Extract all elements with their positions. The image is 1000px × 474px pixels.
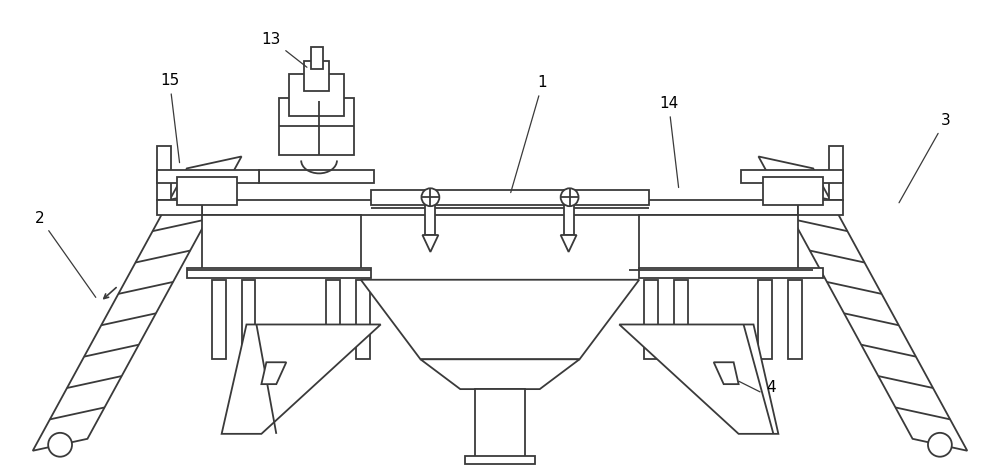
Bar	[639, 268, 823, 278]
Bar	[157, 170, 259, 183]
Bar	[829, 146, 843, 200]
Bar	[157, 146, 171, 200]
Text: 4: 4	[766, 380, 776, 395]
Bar	[177, 177, 237, 205]
Polygon shape	[561, 235, 577, 252]
Bar	[187, 268, 371, 278]
Bar	[788, 280, 802, 359]
Bar	[741, 170, 843, 183]
Polygon shape	[422, 235, 438, 252]
Text: 3: 3	[899, 113, 950, 203]
Text: 2: 2	[35, 210, 96, 297]
Bar	[311, 47, 323, 69]
Bar	[279, 98, 354, 155]
Circle shape	[561, 188, 579, 206]
Bar	[371, 190, 649, 205]
Bar	[758, 280, 772, 359]
Bar	[212, 280, 226, 359]
Bar	[304, 61, 329, 91]
Circle shape	[48, 433, 72, 457]
Polygon shape	[261, 362, 286, 384]
Bar	[644, 280, 658, 359]
Text: 14: 14	[659, 96, 679, 188]
Bar	[289, 74, 344, 116]
Bar	[798, 200, 843, 215]
Polygon shape	[361, 280, 639, 359]
Bar	[639, 215, 798, 270]
Bar	[202, 200, 798, 215]
Bar	[202, 215, 361, 270]
Bar	[242, 280, 255, 359]
Circle shape	[928, 433, 952, 457]
Bar	[157, 200, 202, 215]
Polygon shape	[714, 362, 739, 384]
Polygon shape	[33, 156, 242, 451]
Polygon shape	[619, 325, 778, 434]
Circle shape	[421, 188, 439, 206]
Polygon shape	[758, 156, 967, 451]
Bar	[356, 280, 370, 359]
Polygon shape	[420, 359, 580, 389]
Text: 15: 15	[160, 73, 180, 163]
Bar	[465, 456, 535, 464]
Bar	[425, 190, 435, 235]
Text: 1: 1	[511, 75, 547, 192]
Text: 13: 13	[261, 32, 307, 67]
Bar	[674, 280, 688, 359]
Bar	[763, 177, 823, 205]
Bar	[475, 389, 525, 459]
Bar	[259, 170, 374, 183]
Bar	[326, 280, 340, 359]
Bar	[564, 190, 574, 235]
Polygon shape	[222, 325, 381, 434]
